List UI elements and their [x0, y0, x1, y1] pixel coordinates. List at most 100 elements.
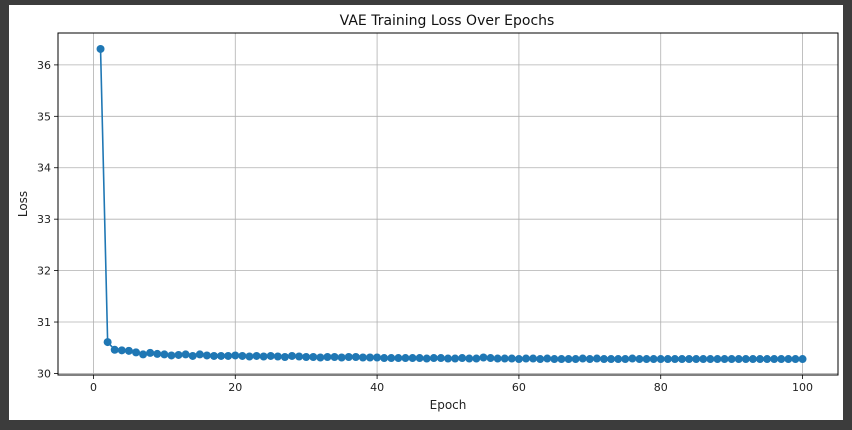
loss-data-point — [259, 352, 268, 361]
loss-data-point — [351, 353, 360, 361]
x-tick-label: 80 — [654, 381, 668, 394]
loss-data-point — [422, 354, 431, 363]
loss-data-point — [195, 350, 204, 359]
loss-data-point — [536, 355, 545, 364]
loss-data-point — [309, 353, 318, 361]
loss-data-point — [592, 354, 601, 363]
loss-data-point — [429, 354, 438, 363]
loss-data-point — [181, 350, 190, 359]
loss-data-point — [685, 355, 694, 364]
loss-data-point — [103, 338, 112, 347]
loss-data-point — [472, 354, 481, 363]
y-tick-label: 31 — [37, 316, 51, 329]
loss-data-point — [756, 355, 764, 364]
loss-data-point — [727, 355, 736, 364]
y-ticks: 30 31 32 33 34 35 36 — [37, 59, 58, 380]
loss-data-point — [564, 355, 573, 364]
loss-data-point — [132, 348, 140, 357]
loss-data-point — [670, 355, 679, 364]
loss-data-point — [288, 351, 296, 360]
loss-data-point — [678, 355, 686, 364]
loss-data-point — [174, 350, 183, 359]
loss-data-point — [415, 354, 424, 363]
loss-data-point — [337, 353, 346, 362]
loss-data-point — [387, 354, 396, 363]
loss-data-point — [366, 353, 374, 362]
loss-data-point — [628, 354, 637, 363]
loss-data-point — [401, 354, 410, 363]
chart-title: VAE Training Loss Over Epochs — [340, 13, 555, 29]
loss-data-point — [777, 355, 786, 364]
loss-data-point — [358, 353, 367, 362]
loss-data-point — [734, 355, 743, 364]
loss-data-point — [770, 355, 779, 364]
loss-data-point — [380, 354, 389, 363]
loss-data-point — [600, 355, 608, 364]
x-tick-label: 0 — [90, 381, 97, 394]
loss-series-line — [99, 48, 803, 360]
loss-data-point — [784, 355, 793, 364]
loss-data-point — [330, 353, 339, 361]
loss-data-point — [663, 355, 672, 364]
loss-data-point — [621, 355, 630, 364]
loss-data-point — [642, 355, 651, 364]
loss-data-point — [280, 353, 289, 361]
loss-data-point — [585, 355, 594, 364]
loss-data-point — [607, 355, 616, 364]
loss-data-point — [692, 355, 701, 364]
x-tick-label: 60 — [512, 381, 526, 394]
loss-data-point — [649, 355, 658, 364]
loss-data-point — [465, 354, 474, 363]
loss-data-point — [635, 355, 644, 364]
loss-data-point — [139, 350, 148, 359]
loss-data-point — [252, 351, 261, 360]
loss-data-point — [699, 355, 708, 364]
loss-data-point — [408, 354, 417, 363]
loss-chart: VAE Training Loss Over Epochs 0 20 40 60 80 1… — [16, 13, 839, 412]
x-ticks: 0 20 40 60 80 100 — [90, 375, 813, 394]
loss-data-point — [550, 355, 559, 364]
loss-data-point — [224, 351, 233, 360]
loss-data-point — [458, 354, 467, 363]
loss-data-point — [578, 354, 587, 363]
loss-data-point — [217, 351, 226, 360]
loss-data-point — [713, 355, 722, 364]
y-tick-label: 33 — [37, 213, 51, 226]
loss-data-point — [500, 354, 509, 363]
loss-data-point — [373, 353, 382, 362]
y-tick-label: 34 — [37, 162, 51, 175]
y-tick-label: 32 — [37, 265, 51, 278]
loss-data-point — [202, 351, 211, 360]
loss-data-point — [444, 354, 452, 363]
loss-data-point — [167, 351, 176, 360]
loss-data-point — [110, 345, 119, 354]
loss-data-point — [266, 351, 275, 360]
y-tick-label: 35 — [37, 110, 51, 123]
loss-data-point — [706, 355, 715, 364]
loss-data-point — [479, 353, 488, 362]
loss-data-point — [486, 354, 495, 363]
y-tick-label: 36 — [37, 59, 51, 72]
loss-data-point — [96, 44, 105, 53]
loss-data-point — [557, 355, 566, 364]
loss-data-point — [344, 353, 353, 361]
grid — [58, 33, 838, 375]
loss-data-point — [493, 354, 502, 363]
loss-data-point — [656, 355, 665, 364]
loss-data-point — [231, 351, 240, 360]
x-tick-label: 100 — [792, 381, 813, 394]
loss-data-point — [394, 354, 403, 363]
loss-data-point — [124, 346, 133, 355]
x-tick-label: 40 — [370, 381, 384, 394]
x-axis-label: Epoch — [430, 398, 467, 412]
x-tick-label: 20 — [228, 381, 242, 394]
loss-data-point — [210, 351, 218, 360]
loss-data-point — [571, 355, 580, 364]
loss-data-point — [245, 352, 254, 361]
loss-data-point — [791, 355, 800, 364]
loss-data-point — [529, 354, 538, 363]
loss-data-point — [295, 352, 304, 361]
loss-data-point — [153, 349, 162, 358]
loss-data-point — [302, 353, 311, 361]
loss-data-point — [522, 354, 530, 363]
